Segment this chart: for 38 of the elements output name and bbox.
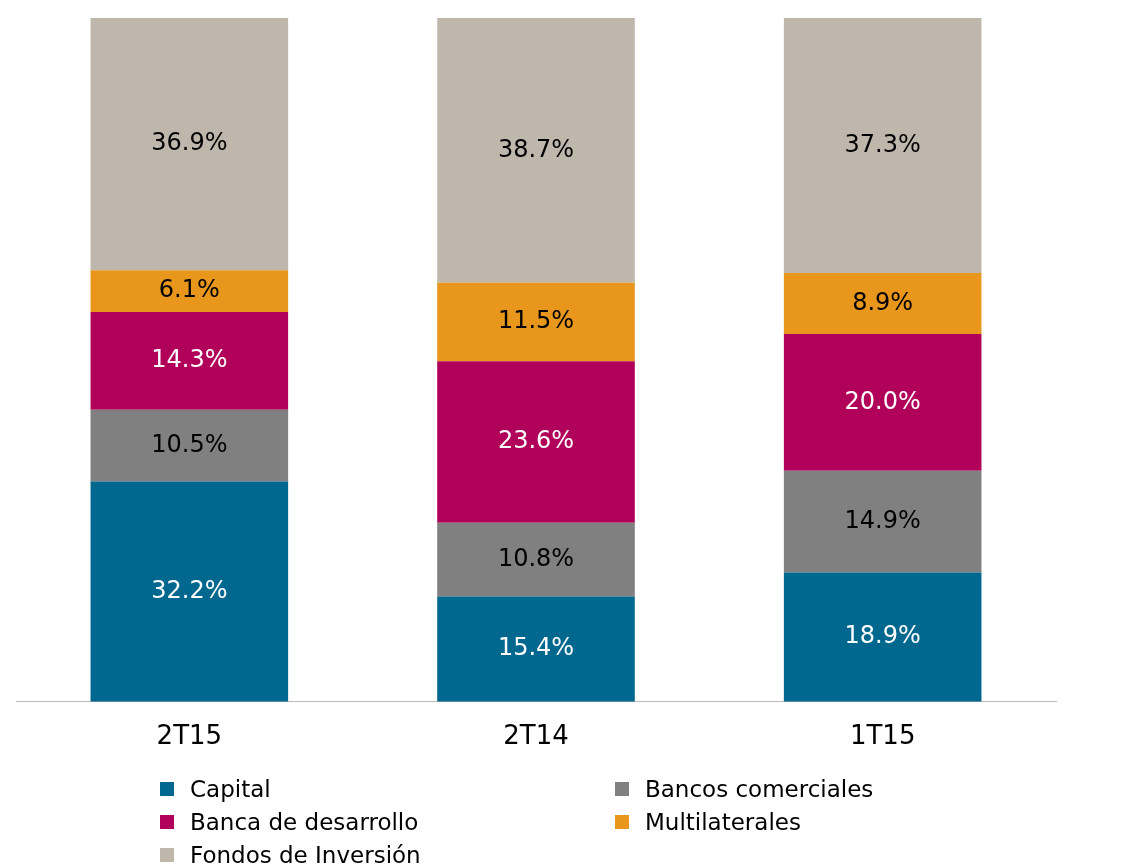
data-label: 11.5% xyxy=(497,306,575,335)
legend-label: Capital xyxy=(190,775,271,802)
data-label: 37.3% xyxy=(844,129,921,158)
data-label: 15.4% xyxy=(497,633,575,662)
bar xyxy=(90,312,289,410)
bar xyxy=(437,282,635,362)
data-label: 6.1% xyxy=(158,275,220,304)
data-label: 14.3% xyxy=(151,345,228,374)
bar xyxy=(90,270,289,313)
bar xyxy=(783,470,982,573)
bar xyxy=(437,361,635,523)
data-label: 20.0% xyxy=(844,386,921,415)
data-label: 32.2% xyxy=(151,575,228,604)
bar xyxy=(90,481,289,702)
legend-label: Multilaterales xyxy=(645,808,801,835)
data-label: 10.8% xyxy=(497,543,575,572)
bar xyxy=(783,273,982,334)
x-tick-label: 2T15 xyxy=(156,720,223,751)
data-label: 18.9% xyxy=(844,621,921,650)
data-label: 23.6% xyxy=(497,426,575,455)
legend-label: Banca de desarrollo xyxy=(190,808,419,835)
legend-label: Fondos de Inversión xyxy=(190,841,421,865)
data-label: 10.5% xyxy=(151,429,228,458)
data-label: 36.9% xyxy=(151,128,228,157)
bar xyxy=(90,18,289,271)
data-label: 14.9% xyxy=(844,505,921,534)
bar xyxy=(783,333,982,471)
legend-label: Bancos comerciales xyxy=(645,775,874,802)
bar xyxy=(783,572,982,702)
x-tick-label: 1T15 xyxy=(849,720,916,751)
bar xyxy=(437,596,635,702)
data-label: 8.9% xyxy=(852,287,914,316)
data-label: 38.7% xyxy=(497,134,575,163)
bar xyxy=(90,409,289,482)
bar xyxy=(437,18,635,283)
bar xyxy=(783,18,982,274)
x-tick-label: 2T14 xyxy=(503,720,569,751)
bar xyxy=(437,522,635,597)
